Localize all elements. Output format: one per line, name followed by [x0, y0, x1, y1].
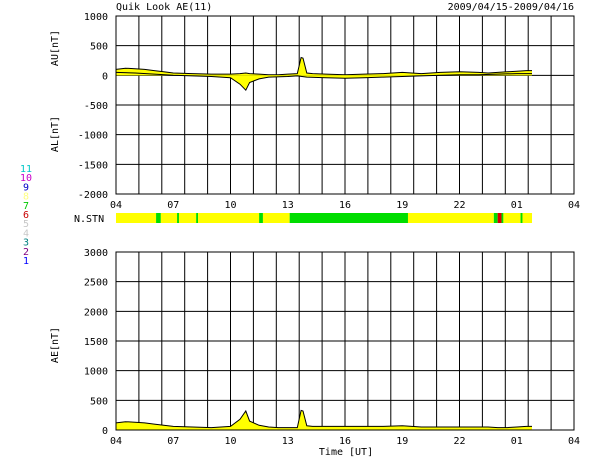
nstn-segment [501, 213, 504, 223]
au-al-panel-xtick-label: 16 [339, 200, 351, 211]
x-axis-title: Time [UT] [319, 447, 373, 458]
nstn-legend-5: 5 [23, 219, 29, 230]
nstn-legend-9: 9 [23, 182, 29, 193]
au-al-panel-xtick-label: 01 [511, 200, 523, 211]
nstn-segment [289, 213, 408, 223]
ae-panel-ytick-label: 500 [90, 396, 108, 407]
ae-axis-label: AE[nT] [50, 327, 61, 363]
nstn-segment [196, 213, 199, 223]
nstn-legend-10: 10 [20, 173, 32, 184]
nstn-label: N.STN [74, 214, 104, 225]
au-al-panel-xtick-label: 04 [568, 200, 580, 211]
ae-panel-xtick-label: 16 [339, 436, 351, 447]
nstn-segment [116, 213, 157, 223]
nstn-segment [259, 213, 263, 223]
ae-panel-xtick-label: 19 [396, 436, 408, 447]
ae-panel-ytick-label: 1000 [84, 367, 108, 378]
au-al-panel-ytick-label: -1000 [78, 131, 108, 142]
nstn-segment [407, 213, 494, 223]
nstn-segment [520, 213, 523, 223]
nstn-legend-11: 11 [20, 164, 32, 175]
au-al-panel-ytick-label: -2000 [78, 190, 108, 201]
au-al-panel-xtick-label: 13 [282, 200, 294, 211]
nstn-legend-6: 6 [23, 210, 29, 221]
ae-panel-xtick-label: 04 [110, 436, 122, 447]
nstn-legend-7: 7 [23, 201, 29, 212]
au-al-panel-xtick-label: 19 [396, 200, 408, 211]
ae-panel-xtick-label: 01 [511, 436, 523, 447]
au-al-panel-ytick-label: 0 [102, 71, 108, 82]
nstn-segment [493, 213, 498, 223]
ae-panel-xtick-label: 10 [224, 436, 236, 447]
nstn-segment [497, 213, 502, 223]
au-al-panel-ytick-label: -500 [84, 101, 108, 112]
ae-panel-frame [115, 251, 575, 431]
nstn-segment [198, 213, 260, 223]
au-al-panel-ytick-label: -1500 [78, 160, 108, 171]
au-al-panel-xtick-label: 04 [110, 200, 122, 211]
ae-panel-ytick-label: 0 [102, 426, 108, 437]
nstn-legend-8: 8 [23, 192, 29, 203]
nstn-legend-1: 1 [23, 256, 29, 267]
ae-panel-ytick-label: 3000 [84, 248, 108, 259]
ae-panel-ytick-label: 2500 [84, 278, 108, 289]
ae-panel-xtick-label: 04 [568, 436, 580, 447]
chart-title: Quik Look AE(11) [116, 2, 212, 13]
nstn-segment [522, 213, 533, 223]
au-al-panel-ytick-label: 500 [90, 42, 108, 53]
au-al-panel-xtick-label: 10 [224, 200, 236, 211]
nstn-segment [177, 213, 179, 223]
au-al-panel-series-area-0 [116, 57, 532, 76]
nstn-segment [262, 213, 290, 223]
au-al-panel-xtick-label: 07 [167, 200, 179, 211]
nstn-legend-4: 4 [23, 228, 29, 239]
au-al-panel-frame [115, 15, 575, 195]
ae-panel-ytick-label: 2000 [84, 307, 108, 318]
au-axis-label: AU[nT] [50, 30, 61, 66]
ae-panel-series-area-0 [116, 410, 532, 430]
nstn-segment [503, 213, 521, 223]
au-al-panel-ytick-label: 1000 [84, 12, 108, 23]
ae-panel-series-line-0 [115, 409, 532, 429]
ae-panel-xtick-label: 22 [453, 436, 465, 447]
ae-panel-xtick-label: 07 [167, 436, 179, 447]
nstn-segment [178, 213, 197, 223]
au-al-panel-series-line-1 [115, 71, 532, 92]
nstn-legend-2: 2 [23, 247, 29, 258]
nstn-segment [160, 213, 178, 223]
nstn-segment [156, 213, 161, 223]
ae-panel-xtick-label: 13 [282, 436, 294, 447]
ae-panel-ytick-label: 1500 [84, 337, 108, 348]
al-axis-label: AL[nT] [50, 116, 61, 152]
au-al-panel-series-line-0 [115, 56, 532, 76]
au-al-panel-xtick-label: 22 [453, 200, 465, 211]
date-range: 2009/04/15-2009/04/16 [448, 2, 574, 13]
nstn-legend-3: 3 [23, 238, 29, 249]
